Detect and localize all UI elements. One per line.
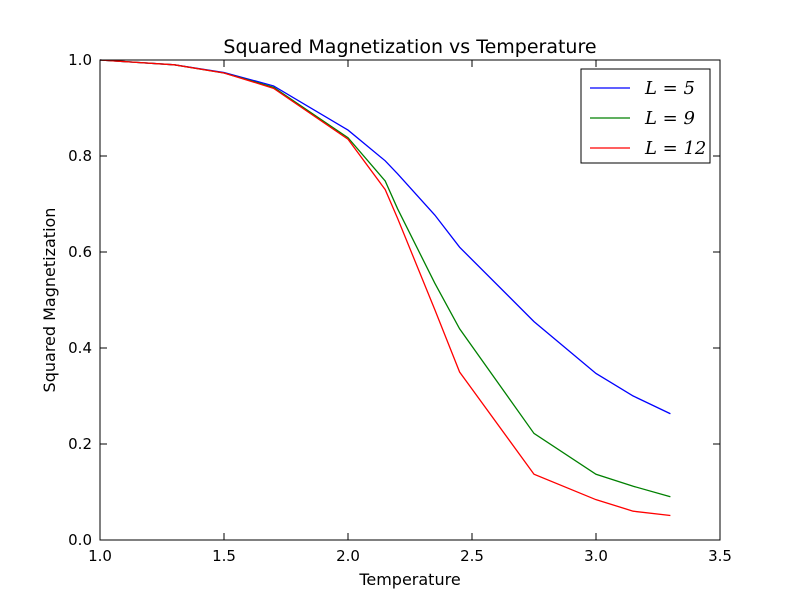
y-axis-label: Squared Magnetization	[40, 208, 59, 393]
x-tick-label: 1.0	[88, 547, 112, 565]
legend-label: L = 12	[644, 138, 706, 159]
x-axis-label: Temperature	[358, 570, 460, 589]
x-tick-label: 2.0	[336, 547, 360, 565]
legend-label: L = 9	[644, 108, 695, 129]
x-tick-label: 2.5	[460, 547, 484, 565]
x-tick-label: 3.0	[584, 547, 608, 565]
y-tick-label: 0.4	[68, 339, 92, 357]
legend-box	[580, 68, 711, 164]
legend-label: L = 5	[644, 78, 695, 99]
y-tick-label: 0.2	[68, 435, 92, 453]
chart-title: Squared Magnetization vs Temperature	[223, 36, 596, 58]
legend: L = 5 L = 9 L = 12	[580, 68, 711, 164]
y-tick-label: 1.0	[68, 51, 92, 69]
y-tick-label: 0.6	[68, 243, 92, 261]
plot-frame	[99, 59, 721, 541]
x-tick-label: 1.5	[212, 547, 236, 565]
y-tick-label: 0.8	[68, 147, 92, 165]
series-line-3	[99, 59, 671, 517]
y-tick-label: 0.0	[68, 531, 92, 549]
x-tick-label: 3.5	[708, 547, 732, 565]
